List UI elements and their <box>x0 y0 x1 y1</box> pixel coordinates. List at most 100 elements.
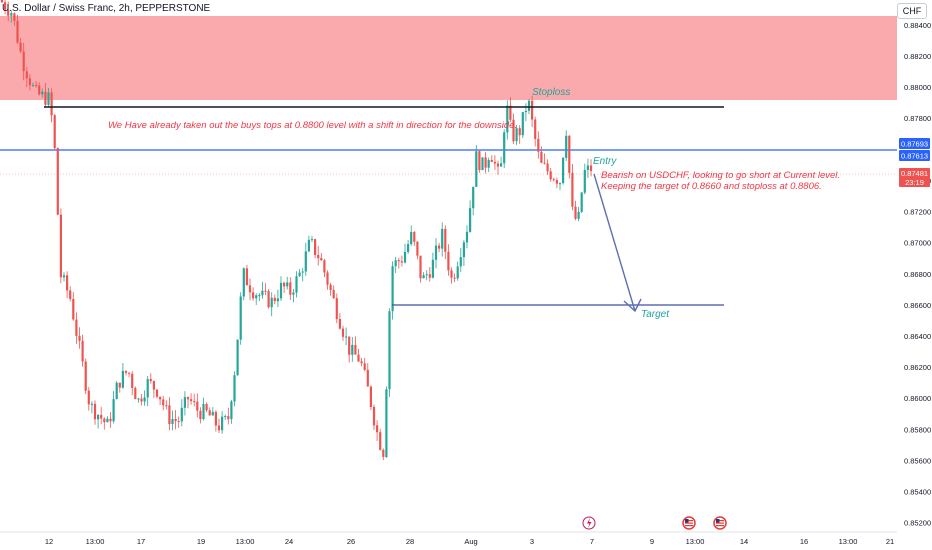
candle <box>329 282 332 296</box>
candle <box>298 269 301 277</box>
candle <box>59 208 62 284</box>
candle <box>109 412 112 428</box>
candle <box>444 225 447 260</box>
candle <box>332 285 335 299</box>
us-flag-event-icon[interactable] <box>682 516 696 530</box>
candle <box>487 157 490 173</box>
price-axis[interactable]: 0.884000.882000.880000.878000.874000.872… <box>897 0 932 532</box>
candle <box>149 373 152 384</box>
candle <box>537 131 540 159</box>
candle <box>22 42 25 81</box>
candle <box>419 255 422 283</box>
time-tick-label: 24 <box>285 537 293 546</box>
candle <box>475 145 478 187</box>
time-tick-label: 7 <box>590 537 594 546</box>
price-tick-label: 0.86200 <box>904 363 931 372</box>
candle <box>186 396 190 409</box>
candle <box>87 387 90 411</box>
candle <box>279 276 283 301</box>
candle <box>323 258 326 278</box>
candle <box>75 312 78 344</box>
candle <box>456 261 459 281</box>
candle <box>577 206 580 222</box>
candle <box>447 244 450 276</box>
candle <box>565 130 568 161</box>
candle <box>459 248 462 273</box>
price-tick-label: 0.86400 <box>904 332 931 341</box>
candle <box>441 222 444 257</box>
time-tick-label: 9 <box>650 537 654 546</box>
candle <box>10 10 13 23</box>
candle <box>81 334 84 367</box>
candle <box>255 293 258 306</box>
candle <box>493 155 496 170</box>
projection-arrow[interactable] <box>593 173 642 313</box>
time-tick-label: 17 <box>137 537 145 546</box>
candle <box>354 336 357 355</box>
time-tick-label: 13:00 <box>86 537 105 546</box>
time-tick-label: 3 <box>530 537 534 546</box>
price-tick-label: 0.86000 <box>904 394 931 403</box>
candle <box>267 289 270 309</box>
candle <box>205 402 208 413</box>
target-label: Target <box>641 309 670 320</box>
candle <box>41 88 44 98</box>
candle <box>131 371 134 396</box>
candle <box>13 12 16 26</box>
symbol-title[interactable]: U.S. Dollar / Swiss Franc, 2h, PEPPERSTO… <box>2 3 211 14</box>
candle <box>190 393 193 405</box>
candle <box>115 381 118 400</box>
time-tick-label: 14 <box>740 537 748 546</box>
price-tick-label: 0.86600 <box>904 301 931 310</box>
candle <box>320 253 323 261</box>
candle <box>35 81 38 88</box>
candle <box>103 417 106 430</box>
price-tick-label: 0.85600 <box>904 456 931 465</box>
candle <box>512 113 515 144</box>
time-tick-label: 13:00 <box>839 537 858 546</box>
current-price-text: 0.87481 <box>901 169 928 178</box>
level-tag-87613-text: 0.87613 <box>901 152 928 161</box>
candle <box>208 407 211 416</box>
candle <box>568 135 571 179</box>
candle <box>388 308 391 397</box>
candle <box>224 414 227 420</box>
candle <box>422 272 425 279</box>
candle <box>286 276 289 290</box>
candle <box>25 67 28 88</box>
candle <box>143 390 146 406</box>
candle <box>106 416 109 423</box>
level-tag-87613: 0.87613 <box>899 150 930 161</box>
candle <box>19 38 22 54</box>
candle <box>100 406 103 424</box>
candle <box>78 327 81 349</box>
candle <box>264 283 267 295</box>
price-tick-label: 0.85800 <box>904 425 931 434</box>
candle <box>168 397 171 431</box>
candle <box>124 370 128 376</box>
candle <box>314 238 317 259</box>
level-tag-87693: 0.87693 <box>899 138 930 149</box>
time-axis[interactable]: 12 13:00 17 19 13:00 24 26 28 Aug 3 7 9 13:00 14 16 13:… <box>0 531 897 546</box>
us-flag-event-icon-2[interactable] <box>713 516 727 530</box>
candle <box>28 74 31 91</box>
candle <box>465 225 469 249</box>
resistance-zone[interactable] <box>0 16 897 100</box>
candle <box>252 287 255 301</box>
price-tick-label: 0.88000 <box>904 83 931 92</box>
candle <box>369 385 372 410</box>
candle <box>174 410 177 430</box>
time-tick-label: 28 <box>406 537 414 546</box>
candle <box>137 397 140 403</box>
candle <box>496 160 500 175</box>
candle <box>558 182 562 191</box>
time-tick-label: 26 <box>347 537 355 546</box>
idea-line-2: Keeping the target of 0.8660 and stoplos… <box>601 181 822 192</box>
candle <box>571 164 574 211</box>
candle <box>413 231 416 246</box>
candle <box>245 264 248 286</box>
lightning-event-icon[interactable] <box>582 516 596 530</box>
currency-button[interactable]: CHF <box>897 3 927 19</box>
candle <box>7 1 10 22</box>
